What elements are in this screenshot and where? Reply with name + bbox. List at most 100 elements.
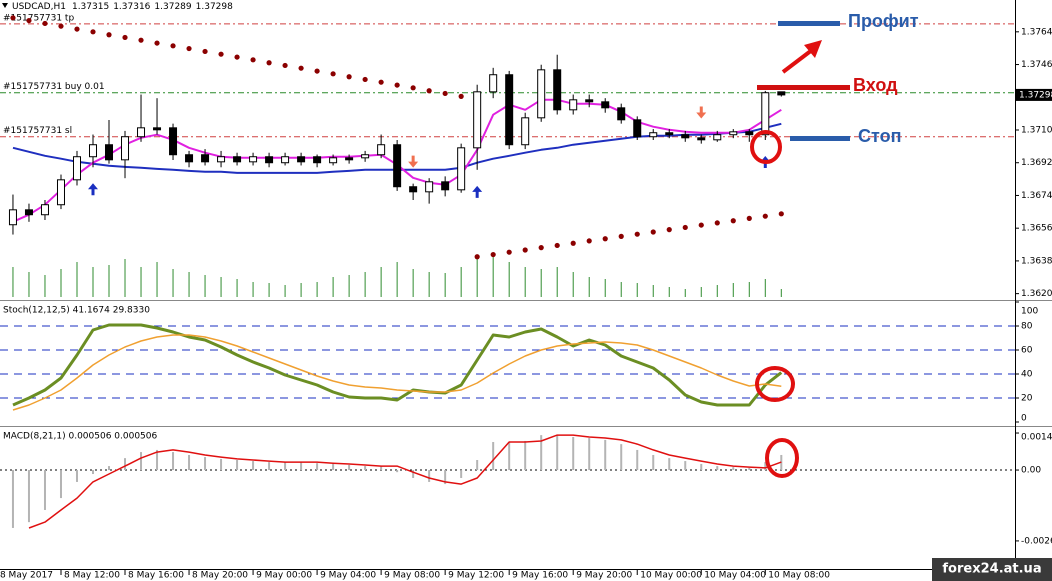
sar-dot xyxy=(266,60,272,66)
pane-label: MACD(8,21,1) 0.000506 0.000506 xyxy=(3,432,158,442)
y-tick-label: 1.37645 xyxy=(1021,27,1052,37)
candle-body xyxy=(89,144,98,158)
histogram-bar xyxy=(588,438,591,471)
histogram-bar xyxy=(668,458,671,471)
sar-dot xyxy=(554,242,560,249)
candle-body xyxy=(489,74,498,93)
sar-dot xyxy=(362,76,368,83)
candle-body xyxy=(409,186,418,193)
pane-label: Stoch(12,12,5) 41.1674 29.8330 xyxy=(3,306,150,316)
candle-body xyxy=(185,154,194,163)
y-tick-label: 1.36565 xyxy=(1021,224,1052,234)
x-tick-label: 9 May 04:00 xyxy=(320,571,376,581)
candle-body xyxy=(569,99,578,111)
highlight-circle xyxy=(755,366,795,402)
histogram-bar xyxy=(652,454,655,471)
x-tick-label: 8 May 2017 xyxy=(0,571,53,581)
sar-dot xyxy=(154,40,160,46)
y-tick-label: 80 xyxy=(1021,322,1033,332)
menu-icon[interactable] xyxy=(2,3,8,8)
histogram-bar xyxy=(620,444,623,471)
sar-dot xyxy=(778,211,784,217)
sar-dot xyxy=(234,54,240,60)
histogram-bar xyxy=(364,466,367,471)
open: 1.37315 xyxy=(72,2,109,12)
candle-body xyxy=(457,147,466,191)
candle-body xyxy=(217,156,226,163)
histogram-bar xyxy=(684,461,687,471)
candle-body xyxy=(425,181,434,193)
sar-dot xyxy=(442,90,448,97)
candle-body xyxy=(40,204,49,216)
order-label: #151757731 sl xyxy=(3,126,72,136)
y-tick-label: 0.00 xyxy=(1021,466,1041,476)
sar-dot xyxy=(426,88,432,94)
candle-body xyxy=(697,137,706,141)
histogram-bar xyxy=(172,452,175,471)
histogram-bar xyxy=(524,440,527,471)
entry-bar xyxy=(757,85,850,90)
histogram-bar xyxy=(236,459,239,471)
indicator-line xyxy=(12,334,782,411)
histogram-bar xyxy=(140,452,143,471)
candle-body xyxy=(329,157,338,164)
histogram-bar xyxy=(732,467,735,471)
x-tick-label: 9 May 12:00 xyxy=(448,571,504,581)
histogram-bar xyxy=(748,467,751,471)
histogram-bar xyxy=(508,442,511,471)
sell-arrow xyxy=(408,155,419,168)
x-tick-label: 8 May 16:00 xyxy=(128,571,184,581)
sar-dot xyxy=(666,227,672,233)
candle-body xyxy=(265,156,274,164)
sar-dot xyxy=(650,229,656,235)
y-tick-label: 1.37105 xyxy=(1021,126,1052,136)
histogram-bar xyxy=(124,458,127,471)
x-tick-label: 9 May 00:00 xyxy=(256,571,312,581)
order-label: #151757731 tp xyxy=(3,13,74,23)
x-tick-label: 8 May 20:00 xyxy=(192,571,248,581)
histogram-bar xyxy=(300,462,303,471)
histogram-bar xyxy=(636,449,639,471)
candle-body xyxy=(233,156,242,163)
histogram-bar xyxy=(428,470,431,482)
histogram-bar xyxy=(75,470,78,482)
candle-body xyxy=(153,127,162,131)
histogram-bar xyxy=(492,442,495,471)
histogram-bar xyxy=(252,461,255,471)
entry-label: Вход xyxy=(853,75,898,95)
histogram-bar xyxy=(156,449,159,471)
y-tick-label: 1.36745 xyxy=(1021,191,1052,201)
sar-dot xyxy=(506,249,512,255)
histogram-bar xyxy=(348,465,351,471)
close: 1.37298 xyxy=(196,2,233,12)
histogram-bar xyxy=(716,466,719,471)
x-tick-label: 9 May 08:00 xyxy=(384,571,440,581)
histogram-bar xyxy=(59,470,62,499)
histogram-bar xyxy=(604,439,607,471)
sar-dot xyxy=(538,245,544,251)
x-tick-label: 9 May 16:00 xyxy=(512,571,568,581)
candle-body xyxy=(72,156,81,181)
candle-body xyxy=(313,156,322,164)
y-tick-label: 1.36385 xyxy=(1021,256,1052,266)
histogram-bar xyxy=(572,436,575,471)
candle-body xyxy=(473,91,482,149)
histogram-bar xyxy=(700,463,703,471)
sar-dot xyxy=(10,15,16,21)
sar-dot xyxy=(122,34,128,41)
histogram-bar xyxy=(556,435,559,471)
candle-body xyxy=(585,99,594,103)
sar-dot xyxy=(394,82,400,88)
histogram-bar xyxy=(284,462,287,471)
y-tick-label: 20 xyxy=(1021,394,1033,404)
sar-dot xyxy=(138,37,144,43)
sar-dot xyxy=(698,222,704,228)
histogram-bar xyxy=(92,470,95,475)
y-tick-label: 1.36925 xyxy=(1021,158,1052,168)
stop-bar xyxy=(790,136,850,141)
y-tick-label: 40 xyxy=(1021,370,1033,380)
sar-dot xyxy=(746,215,752,221)
candle-body xyxy=(553,69,562,111)
candle-body xyxy=(121,136,130,161)
